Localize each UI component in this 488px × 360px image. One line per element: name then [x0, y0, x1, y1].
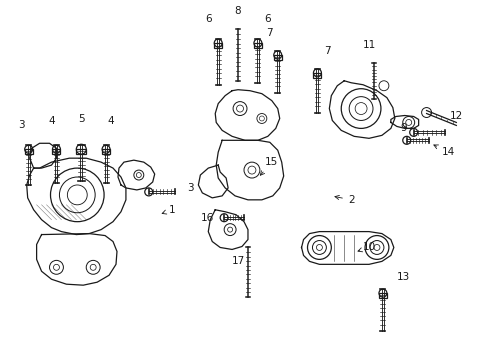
- Text: 7: 7: [324, 46, 330, 56]
- Text: 10: 10: [357, 243, 375, 252]
- Text: 12: 12: [449, 111, 462, 121]
- Text: 2: 2: [334, 195, 354, 205]
- Text: 7: 7: [266, 28, 273, 38]
- Text: 15: 15: [260, 157, 278, 175]
- Text: 11: 11: [362, 40, 375, 50]
- Text: 3: 3: [19, 121, 25, 130]
- Text: 6: 6: [204, 14, 211, 24]
- Text: 17: 17: [231, 256, 244, 266]
- Text: 3: 3: [187, 183, 193, 193]
- Text: 16: 16: [200, 213, 213, 223]
- Text: 13: 13: [396, 272, 409, 282]
- Text: 4: 4: [107, 116, 114, 126]
- Text: 14: 14: [433, 145, 454, 157]
- Text: 5: 5: [78, 114, 84, 125]
- Text: 1: 1: [162, 205, 176, 215]
- Text: 9: 9: [400, 123, 406, 134]
- Text: 8: 8: [234, 6, 241, 16]
- Text: 4: 4: [48, 116, 55, 126]
- Text: 6: 6: [264, 14, 270, 24]
